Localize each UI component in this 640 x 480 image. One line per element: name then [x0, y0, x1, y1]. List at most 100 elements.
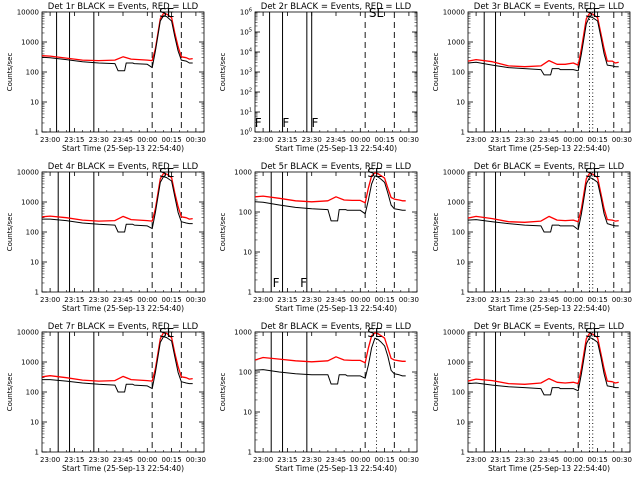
series-events-line: [42, 176, 193, 233]
y-tick-label: 10: [456, 419, 465, 427]
x-tick-label: 23:15: [64, 296, 84, 304]
x-tick-label: 23:00: [253, 456, 273, 464]
series-lld-line: [468, 12, 619, 68]
y-tick-label: 100: [239, 369, 252, 377]
y-tick-label: 1: [35, 129, 39, 137]
panel-title: Det 6r BLACK = Events, RED = LLD: [474, 162, 625, 172]
detector-chart: Det 6r BLACK = Events, RED = LLD 23:00 23:…: [432, 162, 632, 313]
x-tick-label: 00:30: [399, 456, 419, 464]
y-tick-label: 100: [452, 69, 465, 77]
y-tick-label: 1: [248, 449, 252, 457]
y-axis-label: Counts/sec: [432, 213, 440, 252]
series-events-line: [468, 177, 619, 233]
flag-marker: F: [282, 116, 289, 130]
y-tick-label: 10: [456, 99, 465, 107]
y-tick-label: 105: [240, 28, 252, 37]
series-events-line: [468, 337, 619, 396]
flag-marker: SE: [585, 326, 600, 340]
x-tick-label: 23:00: [466, 296, 486, 304]
flag-marker: F: [311, 116, 318, 130]
detector-panel: Det 3r BLACK = Events, RED = LLD 23:00 23:…: [426, 0, 639, 160]
x-tick-label: 23:30: [89, 136, 109, 144]
series-lld-line: [255, 332, 406, 364]
plot-frame: [254, 331, 418, 453]
y-tick-label: 10: [243, 249, 252, 257]
x-tick-label: 00:30: [186, 136, 206, 144]
detector-chart: Det 3r BLACK = Events, RED = LLD 23:00 23:…: [432, 2, 632, 153]
y-tick-label: 10: [456, 259, 465, 267]
flag-marker: SE: [369, 6, 384, 20]
y-tick-label: 10000: [17, 169, 39, 177]
x-tick-label: 23:30: [302, 136, 322, 144]
x-tick-label: 23:00: [40, 296, 60, 304]
x-tick-label: 00:00: [350, 136, 370, 144]
y-axis-label: Counts/sec: [432, 373, 440, 412]
plot-area: [255, 172, 406, 292]
panel-title: Det 5r BLACK = Events, RED = LLD: [261, 162, 412, 172]
flag-marker: F: [273, 276, 280, 290]
series-lld-line: [468, 172, 619, 223]
series-events-line: [255, 337, 406, 385]
y-tick-label: 10000: [443, 169, 465, 177]
x-tick-label: 23:00: [466, 456, 486, 464]
detector-panel: Det 4r BLACK = Events, RED = LLD 23:00 23:…: [0, 160, 213, 320]
plot-frame: [254, 171, 418, 293]
x-tick-label: 23:00: [253, 136, 273, 144]
y-tick-label: 100: [240, 128, 252, 137]
detector-panel: Det 5r BLACK = Events, RED = LLD 23:00 23:…: [213, 160, 426, 320]
detector-chart: Det 1r BLACK = Events, RED = LLD 23:00 23:…: [6, 2, 206, 153]
x-tick-label: 23:30: [515, 296, 535, 304]
x-tick-label: 00:15: [588, 136, 608, 144]
x-axis-label: Start Time (25-Sep-13 22:54:40): [275, 304, 397, 313]
flag-marker: SE: [367, 166, 382, 180]
plot-frame: [467, 331, 631, 453]
x-tick-label: 23:00: [40, 136, 60, 144]
y-axis-label: Counts/sec: [219, 373, 227, 412]
detector-chart: Det 2r BLACK = Events, RED = LLD 23:00 23:…: [219, 2, 419, 153]
x-tick-label: 00:30: [399, 136, 419, 144]
x-tick-label: 00:30: [186, 456, 206, 464]
panel-title: Det 4r BLACK = Events, RED = LLD: [48, 162, 199, 172]
y-tick-label: 1000: [21, 39, 39, 47]
x-tick-label: 00:00: [350, 296, 370, 304]
y-tick-label: 102: [240, 88, 252, 97]
plot-area: [42, 332, 193, 452]
detector-chart: Det 5r BLACK = Events, RED = LLD 23:00 23:…: [219, 162, 419, 313]
x-tick-label: 00:15: [588, 456, 608, 464]
flag-marker: SE: [367, 326, 382, 340]
flag-marker: F: [255, 116, 262, 130]
detector-chart: Det 7r BLACK = Events, RED = LLD 23:00 23:…: [6, 322, 206, 473]
x-tick-label: 23:45: [326, 136, 346, 144]
x-tick-label: 00:30: [612, 296, 632, 304]
plot-frame: [467, 11, 631, 133]
detector-panel: Det 6r BLACK = Events, RED = LLD 23:00 23:…: [426, 160, 639, 320]
plot-frame: [254, 11, 418, 133]
x-tick-label: 00:15: [375, 456, 395, 464]
x-axis-label: Start Time (25-Sep-13 22:54:40): [488, 464, 610, 473]
y-axis-label: Counts/sec: [6, 53, 14, 92]
y-tick-label: 1000: [234, 169, 252, 177]
x-axis-label: Start Time (25-Sep-13 22:54:40): [275, 464, 397, 473]
x-tick-label: 00:15: [162, 136, 182, 144]
x-tick-label: 00:30: [186, 296, 206, 304]
plot-area: [468, 12, 619, 132]
x-tick-label: 23:00: [40, 456, 60, 464]
flag-marker: SE: [159, 326, 174, 340]
x-tick-label: 23:45: [113, 296, 133, 304]
y-tick-label: 10: [30, 99, 39, 107]
y-tick-label: 10: [30, 419, 39, 427]
x-tick-label: 23:30: [302, 296, 322, 304]
series-events-line: [42, 336, 193, 393]
x-axis-label: Start Time (25-Sep-13 22:54:40): [275, 144, 397, 153]
series-events-line: [42, 15, 193, 72]
y-tick-label: 104: [240, 48, 252, 57]
y-axis-label: Counts/sec: [432, 53, 440, 92]
y-tick-label: 1: [35, 449, 39, 457]
x-tick-label: 23:30: [302, 456, 322, 464]
y-tick-label: 1000: [21, 359, 39, 367]
x-tick-label: 00:15: [375, 136, 395, 144]
detector-chart: Det 9r BLACK = Events, RED = LLD 23:00 23:…: [432, 322, 632, 473]
y-tick-label: 100: [26, 389, 39, 397]
y-tick-label: 100: [26, 229, 39, 237]
y-tick-label: 1: [461, 129, 465, 137]
